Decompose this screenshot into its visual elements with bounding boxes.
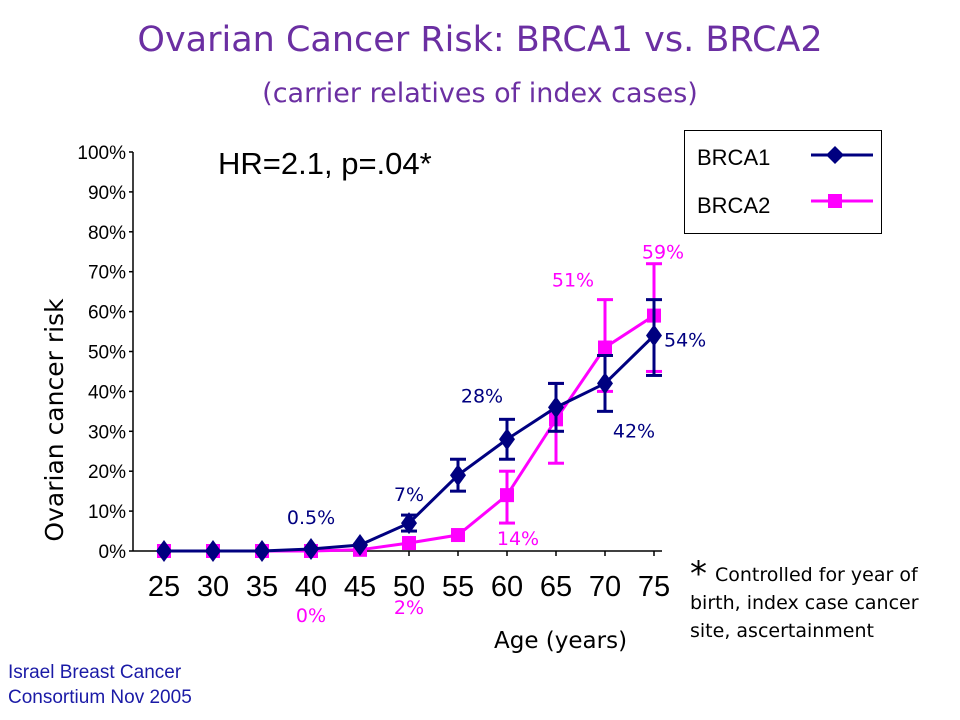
x-tick-label: 40 xyxy=(295,571,327,603)
brca2-point xyxy=(500,488,514,503)
footnote: * Controlled for year of birth, index cas… xyxy=(690,557,930,645)
brca1-point xyxy=(303,538,319,561)
brca2-point xyxy=(598,340,612,355)
source-credit: Israel Breast Cancer Consortium Nov 2005 xyxy=(8,662,192,708)
y-tick-label: 10% xyxy=(88,502,126,523)
brca1-data-label: 0.5% xyxy=(287,507,335,529)
x-tick-label: 65 xyxy=(540,571,572,603)
y-tick-label: 20% xyxy=(88,462,126,483)
brca1-point xyxy=(352,534,368,557)
brca1-point xyxy=(499,428,515,451)
brca1-point xyxy=(156,540,172,562)
brca1-data-label: 7% xyxy=(394,484,424,506)
y-tick-label: 90% xyxy=(88,183,126,204)
x-tick-label: 75 xyxy=(638,571,670,603)
brca1-point xyxy=(646,324,662,347)
legend-marker-brca2 xyxy=(828,194,842,208)
chart-title: Ovarian Cancer Risk: BRCA1 vs. BRCA2 xyxy=(137,20,823,60)
legend: BRCA1 BRCA2 xyxy=(684,130,882,234)
y-tick-label: 100% xyxy=(77,143,126,164)
brca2-data-label: 0% xyxy=(296,605,326,627)
brca2-point xyxy=(451,528,465,543)
brca2-point xyxy=(402,536,416,551)
footnote-star: * xyxy=(690,554,707,594)
x-tick-label: 55 xyxy=(442,571,474,603)
brca1-data-label: 28% xyxy=(461,385,503,407)
brca1-data-label: 42% xyxy=(613,420,655,442)
x-tick-label: 45 xyxy=(344,571,376,603)
y-tick-label: 0% xyxy=(99,542,127,563)
legend-swatches xyxy=(811,146,873,208)
hazard-ratio-note: HR=2.1, p=.04* xyxy=(218,146,432,181)
brca1-point xyxy=(254,540,270,562)
brca2-data-label: 51% xyxy=(552,270,594,292)
brca1-data-label: 54% xyxy=(664,330,706,352)
brca2-data-label: 14% xyxy=(497,528,539,550)
x-tick-label: 30 xyxy=(197,571,229,603)
x-axis-label: Age (years) xyxy=(494,628,628,654)
y-tick-label: 40% xyxy=(88,382,126,403)
footnote-text: Controlled for year of birth, index case… xyxy=(690,564,919,642)
brca2-data-label: 2% xyxy=(394,597,424,619)
x-tick-label: 70 xyxy=(589,571,621,603)
chart-subtitle: (carrier relatives of index cases) xyxy=(262,78,698,109)
brca2-data-label: 59% xyxy=(642,242,684,264)
x-tick-label: 35 xyxy=(246,571,278,603)
brca1-point xyxy=(548,396,564,419)
y-tick-label: 60% xyxy=(88,303,126,324)
x-tick-label: 60 xyxy=(491,571,523,603)
legend-label-brca2: BRCA2 xyxy=(697,193,771,218)
x-tick-label: 25 xyxy=(148,571,180,603)
legend-label-brca1: BRCA1 xyxy=(697,145,771,170)
brca1-point xyxy=(597,372,613,395)
y-tick-label: 50% xyxy=(88,343,126,364)
y-tick-label: 80% xyxy=(88,223,126,244)
brca1-point xyxy=(450,464,466,487)
legend-marker-brca1 xyxy=(826,146,844,164)
brca1-point xyxy=(401,512,417,535)
y-tick-label: 30% xyxy=(88,422,126,443)
x-tick-label: 50 xyxy=(393,571,425,603)
y-tick-label: 70% xyxy=(88,263,126,284)
brca1-point xyxy=(205,540,221,562)
